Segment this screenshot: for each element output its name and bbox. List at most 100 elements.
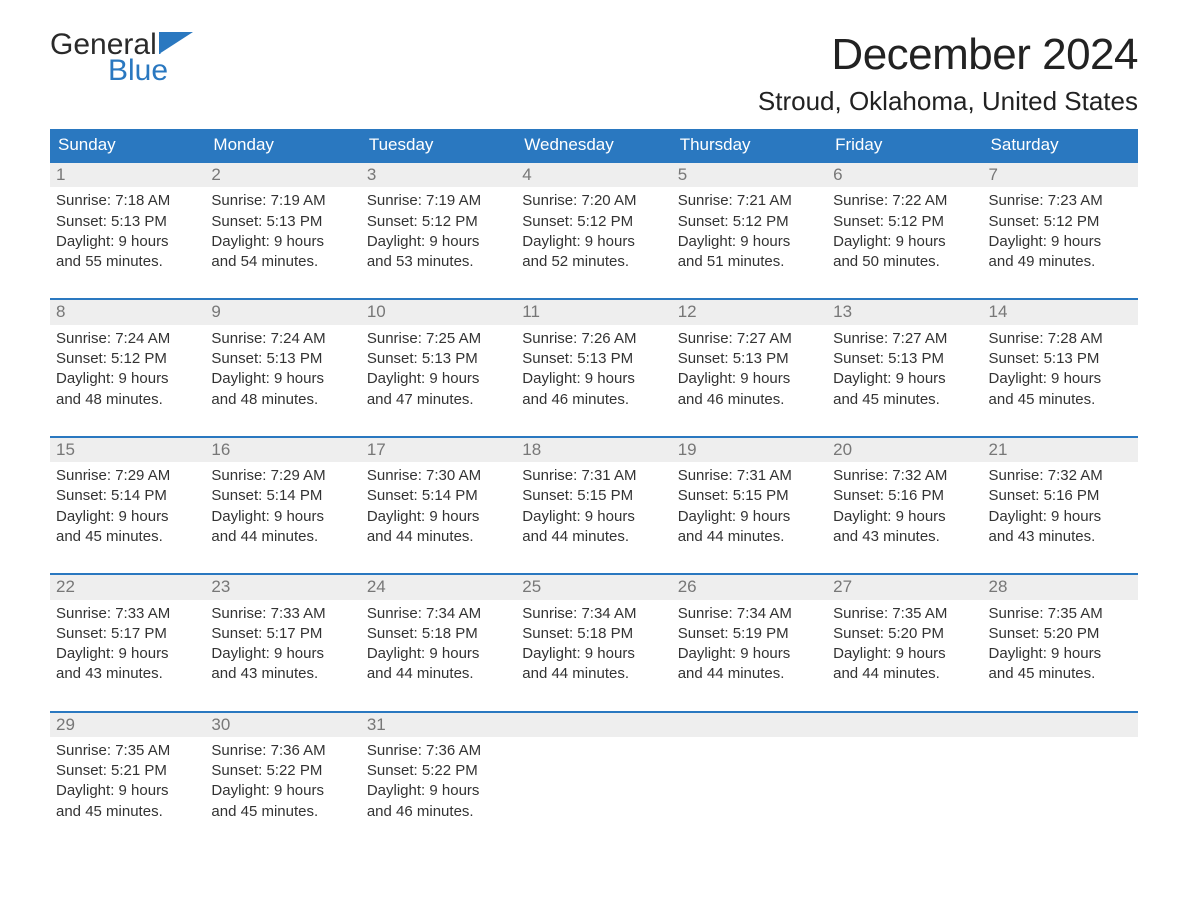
- day-d1: Daylight: 9 hours: [367, 781, 510, 801]
- calendar-day: 29Sunrise: 7:35 AMSunset: 5:21 PMDayligh…: [50, 713, 205, 822]
- calendar-day: 21Sunrise: 7:32 AMSunset: 5:16 PMDayligh…: [983, 438, 1138, 547]
- day-sunset: Sunset: 5:18 PM: [522, 624, 665, 644]
- day-number: 24: [361, 575, 516, 599]
- day-body: Sunrise: 7:34 AMSunset: 5:19 PMDaylight:…: [672, 600, 827, 685]
- day-number: 21: [983, 438, 1138, 462]
- day-sunset: Sunset: 5:13 PM: [211, 212, 354, 232]
- weekday-header: Thursday: [672, 129, 827, 161]
- calendar-day: 11Sunrise: 7:26 AMSunset: 5:13 PMDayligh…: [516, 300, 671, 409]
- day-d2: and 46 minutes.: [678, 390, 821, 410]
- day-d1: Daylight: 9 hours: [56, 232, 199, 252]
- calendar-day: 7Sunrise: 7:23 AMSunset: 5:12 PMDaylight…: [983, 163, 1138, 272]
- day-sunset: Sunset: 5:12 PM: [56, 349, 199, 369]
- day-sunrise: Sunrise: 7:27 AM: [833, 329, 976, 349]
- day-d1: Daylight: 9 hours: [211, 644, 354, 664]
- calendar-day: 31Sunrise: 7:36 AMSunset: 5:22 PMDayligh…: [361, 713, 516, 822]
- weekday-header-row: SundayMondayTuesdayWednesdayThursdayFrid…: [50, 129, 1138, 161]
- day-body: Sunrise: 7:28 AMSunset: 5:13 PMDaylight:…: [983, 325, 1138, 410]
- day-body: Sunrise: 7:32 AMSunset: 5:16 PMDaylight:…: [983, 462, 1138, 547]
- calendar-day: 10Sunrise: 7:25 AMSunset: 5:13 PMDayligh…: [361, 300, 516, 409]
- day-d2: and 54 minutes.: [211, 252, 354, 272]
- day-number: 11: [516, 300, 671, 324]
- calendar-week: 8Sunrise: 7:24 AMSunset: 5:12 PMDaylight…: [50, 298, 1138, 409]
- day-body: Sunrise: 7:35 AMSunset: 5:20 PMDaylight:…: [983, 600, 1138, 685]
- day-number: 2: [205, 163, 360, 187]
- day-d1: Daylight: 9 hours: [367, 369, 510, 389]
- day-body: Sunrise: 7:27 AMSunset: 5:13 PMDaylight:…: [827, 325, 982, 410]
- day-d1: Daylight: 9 hours: [678, 232, 821, 252]
- day-sunset: Sunset: 5:22 PM: [367, 761, 510, 781]
- day-body: Sunrise: 7:36 AMSunset: 5:22 PMDaylight:…: [361, 737, 516, 822]
- day-d2: and 46 minutes.: [367, 802, 510, 822]
- day-number: 13: [827, 300, 982, 324]
- day-number: 30: [205, 713, 360, 737]
- day-sunrise: Sunrise: 7:20 AM: [522, 191, 665, 211]
- calendar-day: 19Sunrise: 7:31 AMSunset: 5:15 PMDayligh…: [672, 438, 827, 547]
- calendar-day: [983, 713, 1138, 822]
- day-sunrise: Sunrise: 7:35 AM: [989, 604, 1132, 624]
- day-sunrise: Sunrise: 7:22 AM: [833, 191, 976, 211]
- day-sunset: Sunset: 5:21 PM: [56, 761, 199, 781]
- calendar-day: 8Sunrise: 7:24 AMSunset: 5:12 PMDaylight…: [50, 300, 205, 409]
- calendar-day: 28Sunrise: 7:35 AMSunset: 5:20 PMDayligh…: [983, 575, 1138, 684]
- day-d1: Daylight: 9 hours: [211, 507, 354, 527]
- day-body: Sunrise: 7:36 AMSunset: 5:22 PMDaylight:…: [205, 737, 360, 822]
- day-body: Sunrise: 7:27 AMSunset: 5:13 PMDaylight:…: [672, 325, 827, 410]
- day-d2: and 50 minutes.: [833, 252, 976, 272]
- day-sunset: Sunset: 5:12 PM: [678, 212, 821, 232]
- day-sunset: Sunset: 5:15 PM: [522, 486, 665, 506]
- day-d1: Daylight: 9 hours: [989, 232, 1132, 252]
- day-number: 5: [672, 163, 827, 187]
- day-d2: and 45 minutes.: [56, 527, 199, 547]
- day-number: 23: [205, 575, 360, 599]
- calendar-day: 6Sunrise: 7:22 AMSunset: 5:12 PMDaylight…: [827, 163, 982, 272]
- day-body: Sunrise: 7:32 AMSunset: 5:16 PMDaylight:…: [827, 462, 982, 547]
- day-d2: and 44 minutes.: [678, 527, 821, 547]
- day-sunset: Sunset: 5:13 PM: [56, 212, 199, 232]
- day-sunset: Sunset: 5:14 PM: [56, 486, 199, 506]
- day-d1: Daylight: 9 hours: [211, 232, 354, 252]
- day-number: [516, 713, 671, 737]
- day-d1: Daylight: 9 hours: [678, 507, 821, 527]
- day-sunrise: Sunrise: 7:35 AM: [56, 741, 199, 761]
- day-d2: and 48 minutes.: [211, 390, 354, 410]
- day-body: Sunrise: 7:35 AMSunset: 5:21 PMDaylight:…: [50, 737, 205, 822]
- calendar-day: 22Sunrise: 7:33 AMSunset: 5:17 PMDayligh…: [50, 575, 205, 684]
- day-d1: Daylight: 9 hours: [522, 644, 665, 664]
- day-d2: and 45 minutes.: [989, 664, 1132, 684]
- day-number: 1: [50, 163, 205, 187]
- day-sunrise: Sunrise: 7:29 AM: [211, 466, 354, 486]
- day-d1: Daylight: 9 hours: [56, 644, 199, 664]
- calendar-day: [827, 713, 982, 822]
- day-sunset: Sunset: 5:20 PM: [989, 624, 1132, 644]
- day-number: 12: [672, 300, 827, 324]
- day-d2: and 45 minutes.: [211, 802, 354, 822]
- day-d2: and 53 minutes.: [367, 252, 510, 272]
- calendar-day: 17Sunrise: 7:30 AMSunset: 5:14 PMDayligh…: [361, 438, 516, 547]
- day-number: 22: [50, 575, 205, 599]
- calendar-week: 15Sunrise: 7:29 AMSunset: 5:14 PMDayligh…: [50, 436, 1138, 547]
- day-number: 28: [983, 575, 1138, 599]
- day-d1: Daylight: 9 hours: [211, 369, 354, 389]
- calendar-day: 5 Sunrise: 7:21 AMSunset: 5:12 PMDaylight…: [672, 163, 827, 272]
- day-d1: Daylight: 9 hours: [367, 644, 510, 664]
- day-sunset: Sunset: 5:22 PM: [211, 761, 354, 781]
- day-sunrise: Sunrise: 7:24 AM: [56, 329, 199, 349]
- day-number: 9: [205, 300, 360, 324]
- day-sunrise: Sunrise: 7:21 AM: [678, 191, 821, 211]
- day-body: Sunrise: 7:22 AMSunset: 5:12 PMDaylight:…: [827, 187, 982, 272]
- day-d2: and 44 minutes.: [833, 664, 976, 684]
- day-number: 18: [516, 438, 671, 462]
- day-sunrise: Sunrise: 7:33 AM: [211, 604, 354, 624]
- day-sunrise: Sunrise: 7:31 AM: [522, 466, 665, 486]
- day-body: Sunrise: 7:31 AMSunset: 5:15 PMDaylight:…: [516, 462, 671, 547]
- calendar-day: 4Sunrise: 7:20 AMSunset: 5:12 PMDaylight…: [516, 163, 671, 272]
- day-sunset: Sunset: 5:18 PM: [367, 624, 510, 644]
- day-d2: and 45 minutes.: [989, 390, 1132, 410]
- day-sunset: Sunset: 5:19 PM: [678, 624, 821, 644]
- day-sunset: Sunset: 5:13 PM: [833, 349, 976, 369]
- day-body: Sunrise: 7:18 AMSunset: 5:13 PMDaylight:…: [50, 187, 205, 272]
- day-sunrise: Sunrise: 7:29 AM: [56, 466, 199, 486]
- day-number: 19: [672, 438, 827, 462]
- calendar-day: 12Sunrise: 7:27 AMSunset: 5:13 PMDayligh…: [672, 300, 827, 409]
